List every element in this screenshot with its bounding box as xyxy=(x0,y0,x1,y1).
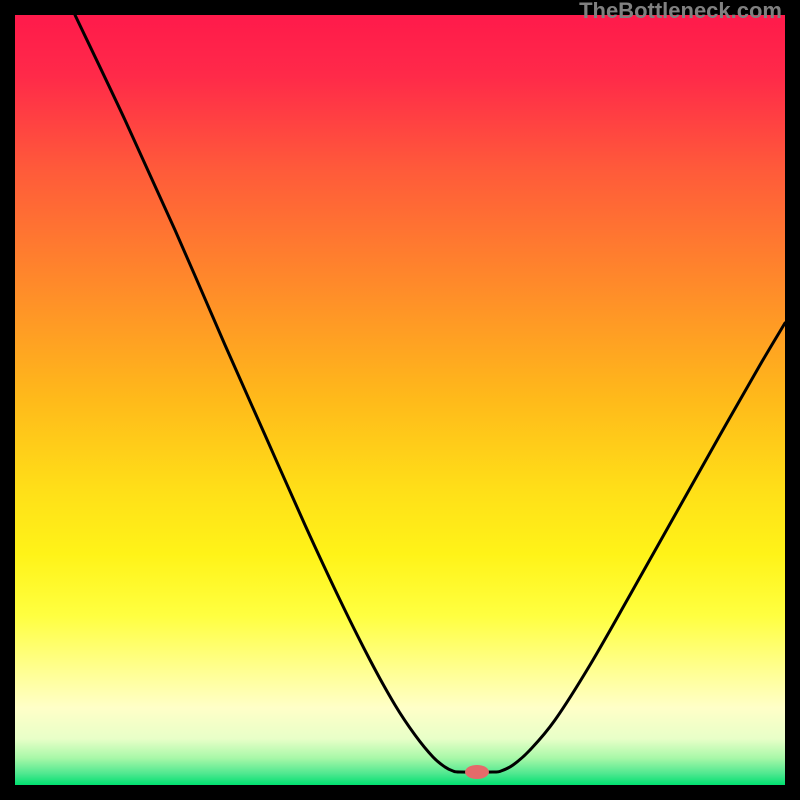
chart-frame: TheBottleneck.com xyxy=(0,0,800,800)
optimal-point-marker xyxy=(465,765,489,779)
gradient-plot xyxy=(15,15,785,785)
watermark-text: TheBottleneck.com xyxy=(579,0,782,24)
